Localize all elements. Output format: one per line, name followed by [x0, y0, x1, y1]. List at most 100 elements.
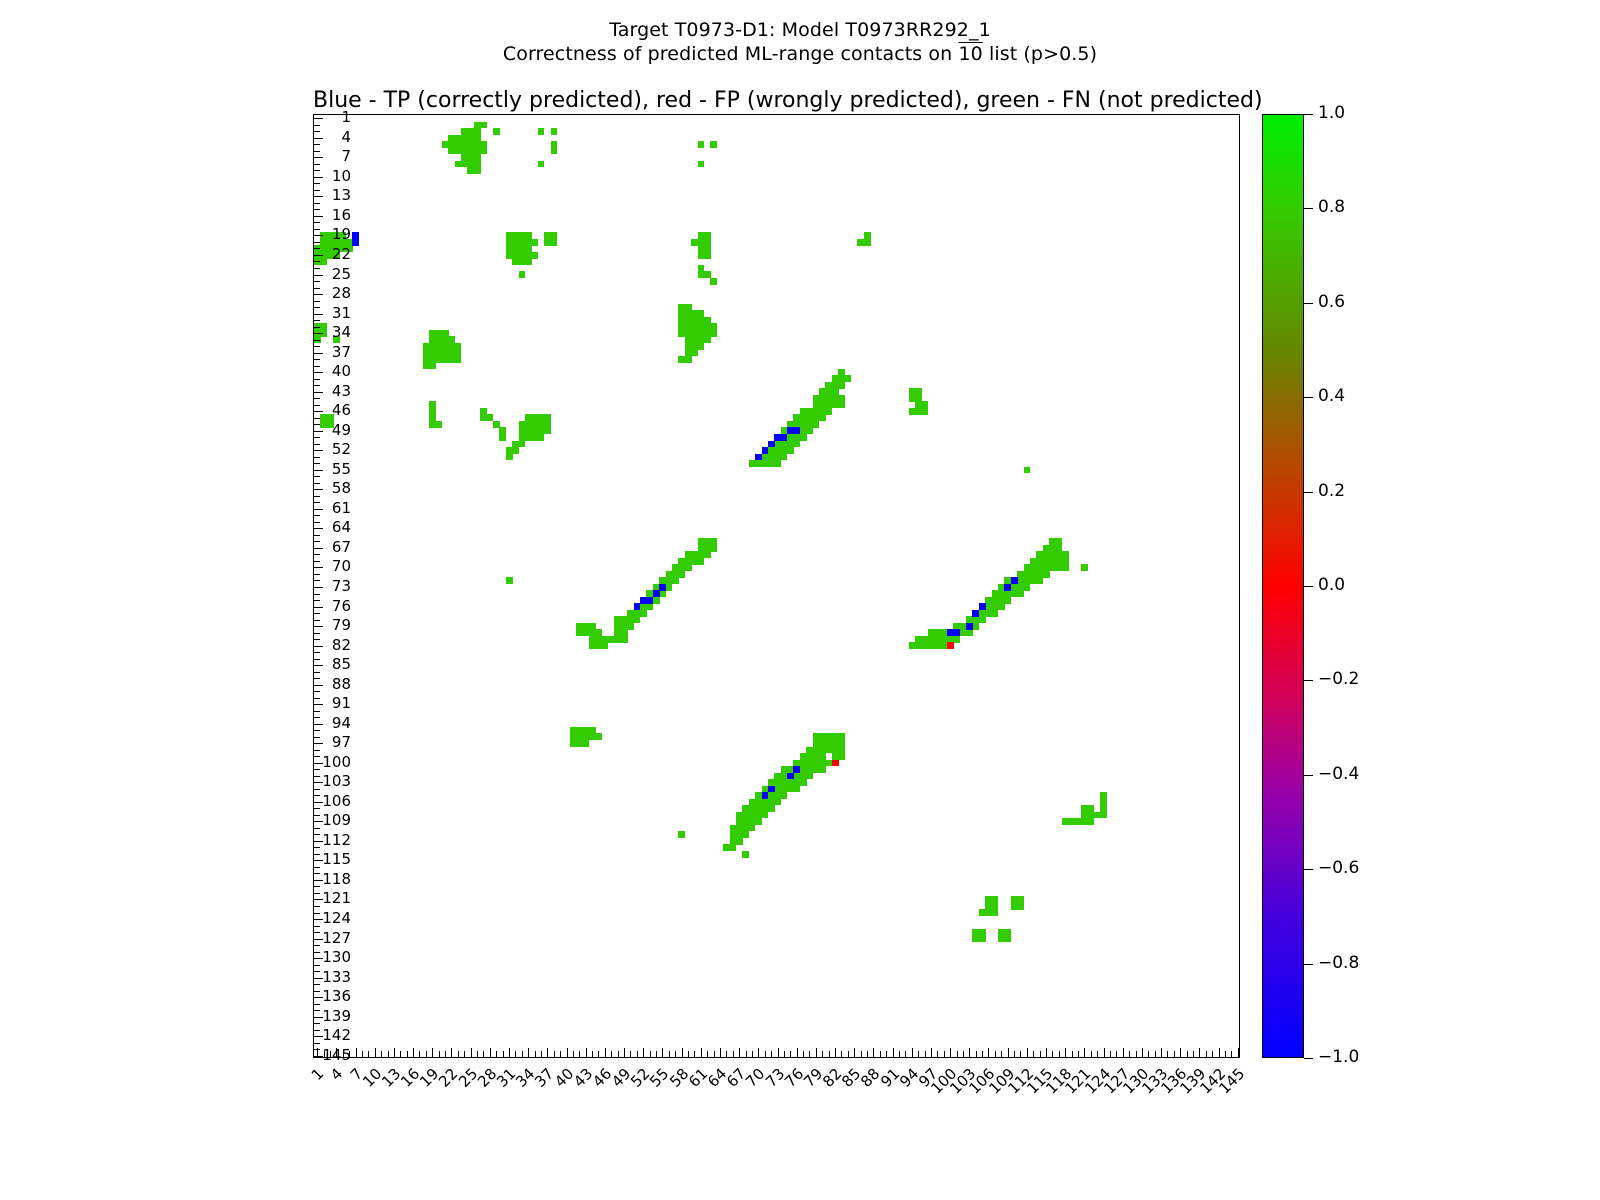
contact-cell-fn — [914, 635, 922, 643]
y-axis-tick — [314, 378, 320, 380]
contact-cell-tp — [780, 434, 788, 441]
contact-cell-fn — [320, 251, 328, 259]
contact-cell-fn — [633, 609, 641, 617]
x-axis-tick — [777, 1048, 779, 1057]
y-axis-tick — [314, 847, 320, 849]
y-axis-tick — [314, 886, 320, 888]
contact-cell-fn — [691, 349, 698, 357]
contact-cell-fn — [1030, 577, 1037, 585]
contact-cell-fn — [735, 811, 743, 819]
x-axis-tick — [1122, 1048, 1124, 1057]
contact-cell-fn — [703, 323, 711, 331]
x-axis-tick — [796, 1048, 798, 1057]
contact-cell-fn — [755, 798, 762, 806]
contact-cell-fn — [320, 323, 328, 331]
contact-cell-tp — [978, 603, 986, 611]
contact-cell-fn — [1081, 805, 1088, 812]
x-axis-tick — [553, 1051, 555, 1057]
contact-cell-fn — [927, 642, 935, 650]
contact-cell-fn — [838, 394, 845, 402]
y-axis-tick — [314, 196, 323, 198]
contact-cell-fn — [1004, 590, 1012, 598]
contact-cell-fn — [1017, 583, 1024, 591]
y-axis-tick — [314, 443, 320, 445]
contact-cell-fn — [691, 557, 698, 565]
contact-cell-fn — [678, 355, 686, 363]
contact-cell-fn — [780, 427, 788, 435]
contact-cell-fn — [806, 759, 813, 767]
y-axis-tick — [314, 938, 323, 940]
contact-cell-fn — [838, 753, 845, 760]
contact-cell-fn — [544, 420, 551, 428]
y-axis-tick-label: 46 — [331, 401, 351, 420]
x-axis-tick — [1077, 1051, 1079, 1057]
contact-cell-fn — [703, 336, 711, 344]
x-axis-tick — [841, 1051, 843, 1057]
contact-cell-fn — [761, 460, 769, 467]
contact-cell-fp — [831, 759, 839, 767]
contact-cell-fn — [793, 785, 801, 793]
contact-cell-fn — [825, 739, 833, 747]
y-axis-tick — [314, 1049, 320, 1051]
contact-cell-fn — [588, 635, 596, 643]
y-axis-tick-label: 31 — [331, 303, 351, 322]
contact-cell-fn — [767, 447, 775, 454]
x-axis-tick — [860, 1051, 862, 1057]
y-axis-tick-label: 97 — [331, 733, 351, 752]
y-axis-tick — [314, 567, 323, 569]
y-axis-tick — [314, 359, 320, 361]
contact-cell-fn — [333, 336, 340, 344]
contact-cell-fn — [806, 772, 813, 780]
contact-cell-fn — [742, 831, 750, 838]
x-axis-tick — [1218, 1048, 1220, 1057]
contact-cell-fn — [761, 785, 769, 793]
contact-cell-fn — [429, 362, 436, 370]
x-axis-tick — [687, 1051, 689, 1057]
contact-cell-fn — [473, 141, 481, 148]
x-axis-tick — [317, 1048, 319, 1057]
x-axis-tick — [432, 1048, 434, 1057]
contact-cell-fn — [1081, 818, 1088, 825]
figure-title-line-1: Target T0973-D1: Model T0973RR292_1 — [609, 19, 991, 41]
y-axis-tick — [314, 170, 320, 172]
x-axis-tick — [540, 1051, 542, 1057]
contact-cell-fn — [991, 590, 999, 598]
contact-map-plot[interactable] — [313, 114, 1240, 1058]
y-axis-tick — [314, 964, 320, 966]
y-axis-tick — [314, 704, 323, 706]
contact-cell-fn — [787, 440, 794, 448]
contact-cell-fn — [512, 238, 519, 246]
y-axis-tick — [314, 281, 320, 282]
contact-cell-fn — [819, 401, 826, 409]
contact-cell-fn — [748, 460, 756, 467]
contact-cell-fn — [729, 824, 737, 832]
contact-cell-fn — [429, 329, 436, 337]
contact-cell-fn — [1081, 564, 1088, 572]
contact-cell-fn — [499, 427, 507, 435]
title-overline-value: 10 — [958, 43, 983, 65]
x-axis-tick — [1180, 1048, 1182, 1057]
contact-cell-fn — [825, 388, 833, 396]
y-axis-tick — [314, 769, 320, 771]
contact-cell-fn — [697, 557, 705, 565]
x-axis-tick — [892, 1048, 894, 1057]
y-axis-tick-label: 34 — [331, 323, 351, 342]
contact-cell-fn — [812, 766, 820, 773]
x-axis-tick — [924, 1051, 926, 1057]
contact-cell-fn — [940, 635, 948, 643]
contact-cell-fn — [691, 310, 698, 318]
x-axis-tick — [1161, 1048, 1163, 1057]
contact-cell-fn — [1023, 466, 1031, 474]
contact-cell-fn — [1010, 583, 1018, 591]
x-axis-tick — [585, 1048, 587, 1057]
contact-cell-fn — [1093, 811, 1101, 819]
x-axis-tick — [815, 1048, 817, 1057]
contact-cell-fn — [819, 746, 826, 754]
y-axis-tick — [314, 997, 323, 999]
contact-cell-fn — [914, 401, 922, 409]
y-axis-tick — [314, 860, 323, 862]
contact-cell-fn — [537, 434, 545, 441]
contact-cell-fn — [665, 583, 673, 591]
contact-cell-fn — [480, 121, 487, 129]
contact-cell-fn — [857, 238, 865, 246]
